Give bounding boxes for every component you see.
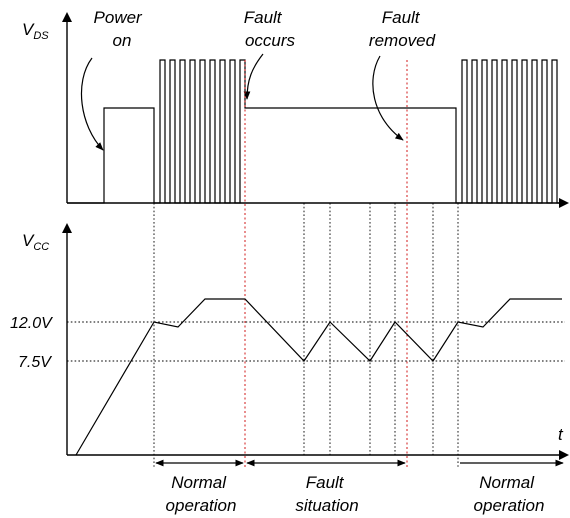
fault-removed-arrow [372, 55, 404, 141]
fault-occurs-label: Fault occurs [244, 8, 296, 50]
phase-fault-label: Fault situation [295, 473, 358, 515]
fault-occurs-arrow [243, 53, 264, 100]
vds-waveform [67, 59, 562, 204]
vds-x-axis-arrow [559, 198, 569, 208]
vcc-x-axis-arrow [559, 450, 569, 460]
power-on-label: Power on [94, 8, 147, 50]
vcc-y-axis-arrow [62, 223, 72, 233]
fault-removed-label: Fault removed [369, 8, 436, 50]
vds-y-axis-arrow [62, 12, 72, 22]
vds-axis-label: VDS [22, 20, 49, 42]
vcc-waveform [75, 298, 562, 456]
power-on-arrow [80, 57, 104, 151]
phase-normal-1-label: Normal operation [166, 473, 237, 515]
phase-normal-2-label: Normal operation [474, 473, 545, 515]
time-axis-label: t [558, 425, 564, 444]
level-12v-label: 12.0V [10, 315, 53, 332]
vcc-axis-label: VCC [22, 231, 49, 253]
level-7v5-label: 7.5V [18, 354, 52, 371]
